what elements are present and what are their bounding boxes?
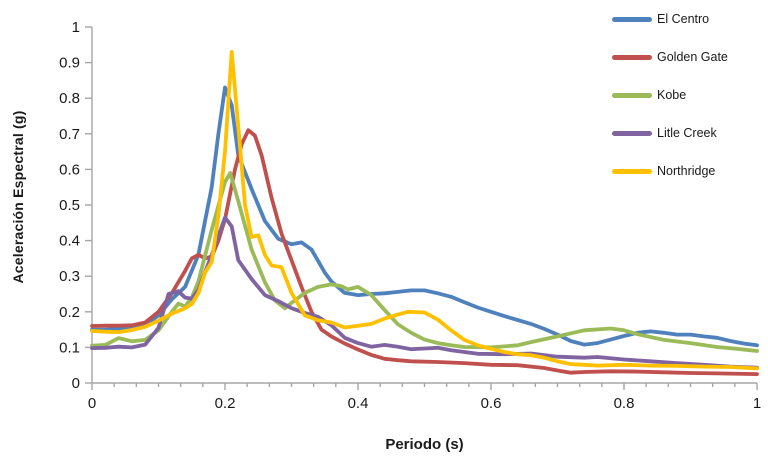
legend-swatch-golden-gate: [612, 54, 652, 60]
y-tick-label: 0.9: [59, 55, 80, 72]
x-tick-label: 0.4: [348, 395, 369, 412]
legend-item-northridge: Northridge: [612, 152, 728, 190]
x-tick-label: 0.2: [215, 395, 236, 412]
y-tick-label: 0.2: [59, 304, 80, 321]
y-axis-title: Aceleración Espectral (g): [10, 110, 26, 284]
legend-swatch-litle-creek: [612, 130, 652, 136]
x-tick-label: 0.6: [481, 395, 502, 412]
x-tick-label: 0: [88, 395, 96, 412]
y-tick-label: 0.5: [59, 197, 80, 214]
legend-item-el-centro: El Centro: [612, 0, 728, 38]
legend-swatch-kobe: [612, 92, 652, 98]
y-tick-label: 0.1: [59, 339, 80, 356]
legend-item-kobe: Kobe: [612, 76, 728, 114]
legend: El Centro Golden Gate Kobe Litle Creek North…: [612, 0, 728, 190]
y-tick-label: 1: [72, 19, 80, 36]
series-line-kobe: [90, 171, 759, 353]
legend-item-litle-creek: Litle Creek: [612, 114, 728, 152]
x-tick-label: 1: [753, 395, 761, 412]
y-tick-label: 0.8: [59, 90, 80, 107]
y-tick-label: 0.4: [59, 233, 80, 250]
legend-label-el-centro: El Centro: [657, 12, 710, 26]
axis-tick-labels: 0 0.1 0.2 0.3 0.4 0.5 0.6 0.7 0.8 0.9 1 0 0.2 0.4 0.6 0…: [59, 19, 761, 412]
y-tick-label: 0: [72, 375, 80, 392]
series-lines: [90, 50, 759, 377]
series-line-litle-creek: [90, 215, 759, 370]
legend-swatch-el-centro: [612, 16, 652, 22]
y-tick-label: 0.6: [59, 161, 80, 178]
series-line-el-centro: [90, 85, 759, 348]
x-axis-title: Periodo (s): [385, 436, 464, 453]
legend-label-golden-gate: Golden Gate: [657, 50, 728, 64]
legend-item-golden-gate: Golden Gate: [612, 38, 728, 76]
x-tick-label: 0.8: [614, 395, 635, 412]
legend-label-northridge: Northridge: [657, 164, 716, 178]
legend-label-kobe: Kobe: [657, 88, 687, 102]
legend-swatch-northridge: [612, 168, 652, 174]
series-line-golden-gate: [90, 128, 759, 377]
legend-label-litle-creek: Litle Creek: [657, 126, 717, 140]
axis-ticks: [85, 26, 758, 390]
series-line-northridge: [90, 50, 759, 371]
y-tick-label: 0.7: [59, 126, 80, 143]
y-tick-label: 0.3: [59, 268, 80, 285]
